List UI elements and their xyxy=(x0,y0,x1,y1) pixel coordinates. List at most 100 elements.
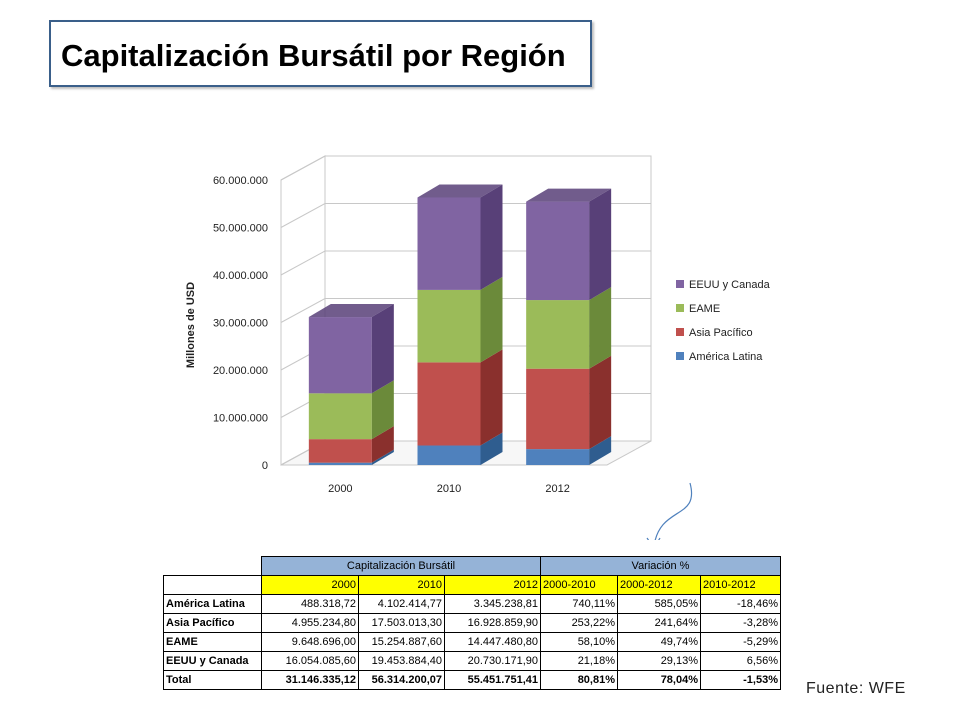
y-tick-label: 50.000.000 xyxy=(213,223,268,235)
bar-segment-2012-0 xyxy=(526,449,590,465)
bar-side-2012-2 xyxy=(589,287,612,369)
table-cell: 29,13% xyxy=(617,651,701,671)
bar-segment-2000-1 xyxy=(308,439,372,463)
table-cell: 16.928.859,90 xyxy=(444,613,541,633)
row-label: América Latina xyxy=(163,594,262,614)
bar-side-2010-1 xyxy=(480,349,503,446)
table-cell: -3,28% xyxy=(700,613,781,633)
bar-top-2000 xyxy=(308,304,394,318)
table-cell: 3.345.238,81 xyxy=(444,594,541,614)
bar-segment-2010-2 xyxy=(417,289,481,363)
column-header: 2012 xyxy=(444,575,541,595)
source-note: Fuente: WFE xyxy=(806,680,906,697)
y-tick-label: 0 xyxy=(262,460,268,472)
bar-side-2000-3 xyxy=(371,304,394,394)
table-cell: 80,81% xyxy=(540,670,618,690)
table-row-total: Total 31.146.335,12 56.314.200,07 55.451… xyxy=(163,670,781,690)
y-tick-label: 10.000.000 xyxy=(213,413,268,425)
table-row: EAME 9.648.696,00 15.254.887,60 14.447.4… xyxy=(163,632,781,652)
legend-swatch xyxy=(676,280,684,288)
column-header: 2000-2010 xyxy=(540,575,618,595)
table-cell: 49,74% xyxy=(617,632,701,652)
column-header: 2000 xyxy=(261,575,359,595)
column-header: 2000-2012 xyxy=(617,575,701,595)
table-cell: 20.730.171,90 xyxy=(444,651,541,671)
bar-side-2010-2 xyxy=(480,276,503,363)
table-cell: 17.503.013,30 xyxy=(358,613,445,633)
bar-segment-2010-1 xyxy=(417,362,481,446)
table-row: América Latina 488.318,72 4.102.414,77 3… xyxy=(163,594,781,614)
bar-side-2012-3 xyxy=(589,188,612,301)
bar-side-2000-1 xyxy=(371,426,394,463)
y-tick-label: 30.000.000 xyxy=(213,318,268,330)
row-label: Total xyxy=(163,670,262,690)
bar-segment-2010-3 xyxy=(417,197,481,290)
bar-side-2000-2 xyxy=(371,380,394,440)
legend-entry: Asia Pacífico xyxy=(689,327,753,339)
bar-segment-2000-0 xyxy=(308,462,372,465)
table-cell: 15.254.887,60 xyxy=(358,632,445,652)
legend-swatch xyxy=(676,352,684,360)
x-tick-label: 2000 xyxy=(328,483,352,495)
y-tick-label: 20.000.000 xyxy=(213,365,268,377)
bar-top-2012 xyxy=(526,188,612,202)
table-cell: 6,56% xyxy=(700,651,781,671)
legend-entry: EAME xyxy=(689,303,720,315)
table-cell: 31.146.335,12 xyxy=(261,670,359,690)
table-cell: 253,22% xyxy=(540,613,618,633)
column-header: 2010-2012 xyxy=(700,575,781,595)
table-cell: 21,18% xyxy=(540,651,618,671)
table-corner-blank xyxy=(164,557,262,576)
table-cell: 740,11% xyxy=(540,594,618,614)
table-cell: -5,29% xyxy=(700,632,781,652)
slide-title: Capitalización Bursátil por Región xyxy=(61,38,566,73)
group-header-capitalizacion: Capitalización Bursátil xyxy=(261,556,541,576)
bar-top-2010 xyxy=(417,184,503,198)
curved-arrow xyxy=(654,482,693,540)
table-row: EEUU y Canada 16.054.085,60 19.453.884,4… xyxy=(163,651,781,671)
title-box: Capitalización Bursátil por Región xyxy=(49,20,592,87)
table-row: Asia Pacífico 4.955.234,80 17.503.013,30… xyxy=(163,613,781,633)
table-corner xyxy=(163,575,262,595)
table-cell: 585,05% xyxy=(617,594,701,614)
bar-segment-2012-1 xyxy=(526,368,590,450)
bar-side-2012-0 xyxy=(589,436,612,465)
arrow-head-icon xyxy=(646,537,661,540)
row-label: EEUU y Canada xyxy=(163,651,262,671)
table-cell: 9.648.696,00 xyxy=(261,632,359,652)
bar-segment-2012-3 xyxy=(526,201,590,301)
legend-entry: América Latina xyxy=(689,351,763,363)
stacked-bar-chart-3d: 0 10.000.000 20.000.000 30.000.000 40.000.00… xyxy=(185,155,771,540)
table-cell: 4.102.414,77 xyxy=(358,594,445,614)
row-label: EAME xyxy=(163,632,262,652)
bar-segment-2000-2 xyxy=(308,393,372,440)
bar-side-2010-0 xyxy=(480,432,503,465)
legend-swatch xyxy=(676,328,684,336)
table-cell: 78,04% xyxy=(617,670,701,690)
group-header-variacion: Variación % xyxy=(540,556,781,576)
table-cell: 55.451.751,41 xyxy=(444,670,541,690)
table-cell: -18,46% xyxy=(700,594,781,614)
bar-side-2012-1 xyxy=(589,355,612,450)
y-tick-label: 60.000.000 xyxy=(213,175,268,187)
table-cell: 58,10% xyxy=(540,632,618,652)
bar-segment-2000-3 xyxy=(308,317,372,394)
table-cell: 16.054.085,60 xyxy=(261,651,359,671)
table-cell: 488.318,72 xyxy=(261,594,359,614)
table-cell: 19.453.884,40 xyxy=(358,651,445,671)
x-tick-label: 2012 xyxy=(545,483,569,495)
table-cell: 56.314.200,07 xyxy=(358,670,445,690)
bar-segment-2012-2 xyxy=(526,300,590,369)
data-table: Capitalización Bursátil Variación % 2000… xyxy=(163,556,781,690)
x-tick-label: 2010 xyxy=(437,483,461,495)
y-axis-label: Millones de USD xyxy=(185,282,197,368)
bar-side-2010-3 xyxy=(480,184,503,290)
table-cell: -1,53% xyxy=(700,670,781,690)
legend-swatch xyxy=(676,304,684,312)
bar-segment-2010-0 xyxy=(417,445,481,465)
table-cell: 14.447.480,80 xyxy=(444,632,541,652)
legend-entry: EEUU y Canada xyxy=(689,279,771,291)
gridline xyxy=(280,155,651,181)
column-header: 2010 xyxy=(358,575,445,595)
y-tick-label: 40.000.000 xyxy=(213,270,268,282)
